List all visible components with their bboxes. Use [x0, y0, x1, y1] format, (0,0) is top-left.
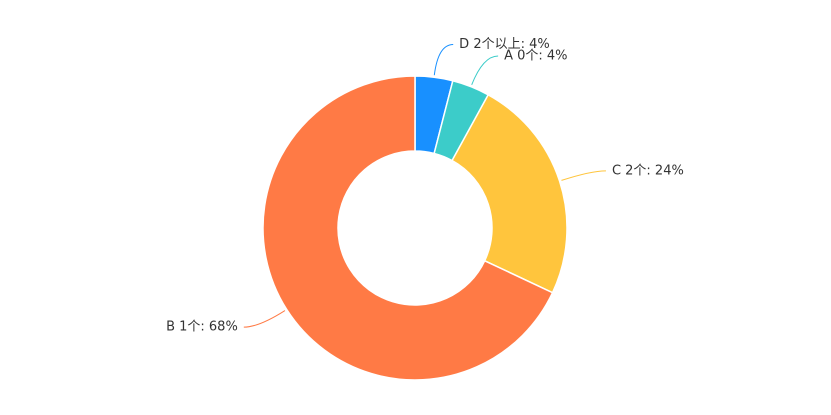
slice [451, 93, 568, 294]
slice-label: D 2个以上: 4% [459, 37, 550, 52]
leader-line [471, 55, 499, 85]
slice [262, 75, 554, 381]
slice-label: B 1个: 68% [166, 320, 238, 335]
slice-label: C 2个: 24% [612, 163, 684, 178]
slice-label: A 0个: 4% [504, 48, 567, 63]
leader-line [243, 310, 286, 328]
leader-line [561, 170, 606, 181]
leader-line [433, 43, 454, 76]
